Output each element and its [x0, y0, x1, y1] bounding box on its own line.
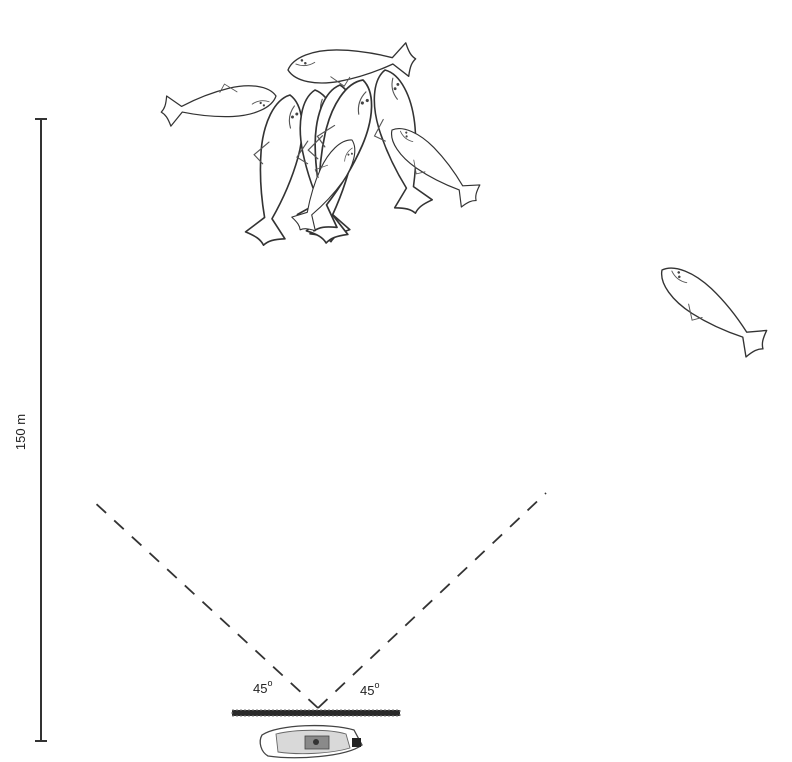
- scale-label: 150 m: [13, 414, 28, 450]
- angle-left: 45o: [253, 678, 272, 696]
- boat-icon: [259, 724, 363, 759]
- whale-group-icon: [157, 41, 486, 250]
- observation-platform: [232, 710, 400, 716]
- sight-lines: [91, 492, 547, 709]
- lone-whale-icon: [648, 256, 774, 367]
- scale-bar: [35, 118, 47, 742]
- angle-right: 45o: [360, 680, 379, 698]
